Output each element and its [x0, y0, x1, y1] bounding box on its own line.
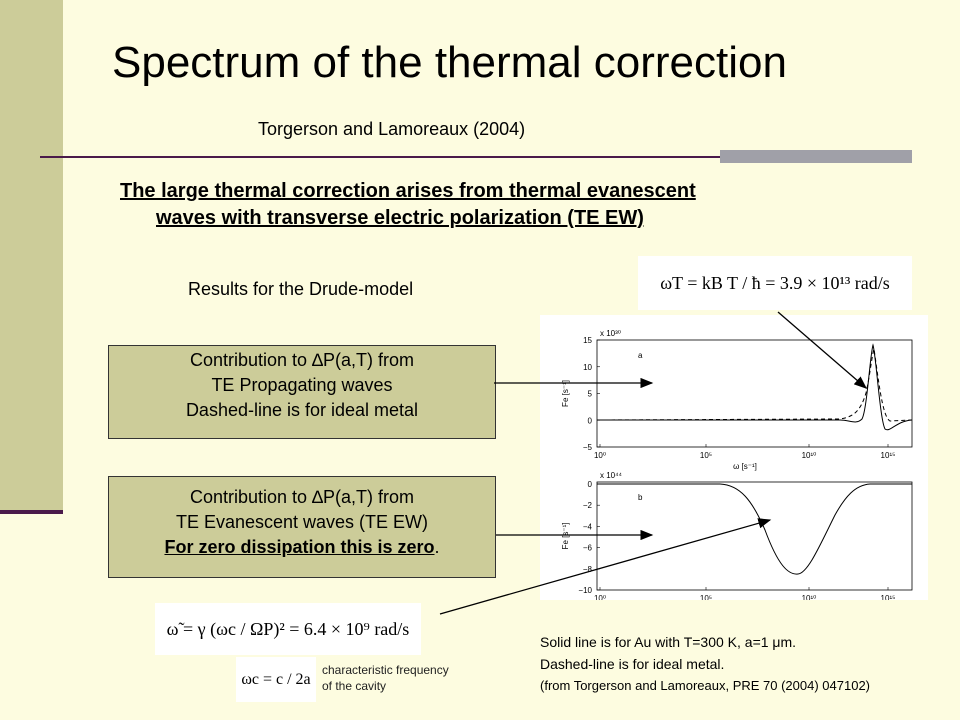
box-line: TE Evanescent waves (TE EW) [175, 512, 429, 532]
x-tick-label: 10¹⁰ [802, 451, 817, 460]
box-end: . [434, 537, 440, 557]
formula-box: ω̃ = γ (ωc / ΩP)² = 6.4 × 10⁹ rad/s [155, 603, 421, 655]
cavity-note: characteristic frequency of the cavity [322, 662, 449, 694]
note-line: of the cavity [322, 679, 387, 693]
panel-label: a [638, 351, 643, 360]
formula-box: ωc = c / 2a [236, 657, 316, 702]
caption-line: (from Torgerson and Lamoreaux, PRE 70 (2… [540, 678, 871, 693]
subtitle: Torgerson and Lamoreaux (2004) [258, 119, 526, 139]
title-rule-bar [720, 150, 912, 163]
curve-ideal [596, 348, 913, 422]
box-line: Contribution to ∆P(a,T) from [189, 350, 415, 370]
scale-label: x 10³⁰ [600, 329, 621, 338]
formula: ωT = kB T / ħ = 3.9 × 10¹³ rad/s [660, 272, 890, 293]
caption: Solid line is for Au with T=300 K, a=1 μ… [540, 631, 870, 697]
box-line: Dashed-line is for ideal metal [185, 400, 419, 420]
y-tick-label: 0 [588, 416, 593, 425]
x-tick-label: 10⁰ [594, 451, 606, 460]
side-stripe [0, 0, 63, 512]
y-tick-label: −2 [583, 501, 593, 510]
title-rule [40, 156, 720, 158]
formula: ω̃ = γ (ωc / ΩP)² = 6.4 × 10⁹ rad/s [166, 618, 410, 639]
note-line: characteristic frequency [322, 663, 449, 677]
y-axis-label: Fe [s⁻¹] [561, 523, 570, 550]
x-tick-label: 10⁵ [700, 594, 712, 600]
title: Spectrum of the thermal correction [112, 38, 787, 87]
y-tick-label: −6 [583, 544, 593, 553]
text-box: Contribution to ∆P(a,T) from TE Evanesce… [108, 476, 496, 578]
caption-line: Solid line is for Au with T=300 K, a=1 μ… [540, 634, 797, 650]
y-axis-label: Fe [s⁻¹] [561, 380, 570, 407]
x-tick-label: 10⁵ [700, 451, 712, 460]
y-tick-label: 0 [588, 480, 593, 489]
curve-au [597, 343, 913, 431]
y-tick-label: 5 [588, 390, 593, 399]
y-tick-label: −8 [583, 565, 593, 574]
y-tick-label: 15 [583, 336, 592, 345]
caption-line: Dashed-line is for ideal metal. [540, 656, 725, 672]
x-tick-label: 10⁰ [594, 594, 606, 600]
curve-au [597, 483, 912, 575]
scale-label: x 10⁴⁴ [600, 471, 623, 480]
axes-frame [596, 481, 913, 591]
x-tick-label: 10¹⁰ [802, 594, 817, 600]
x-tick-label: 10¹⁵ [881, 594, 896, 600]
y-tick-label: −10 [578, 586, 592, 595]
y-tick-label: 10 [583, 363, 592, 372]
text-box: Contribution to ∆P(a,T) from TE Propagat… [108, 345, 496, 439]
formula: ωc = c / 2a [241, 670, 311, 688]
panel-label: b [638, 493, 643, 502]
results-label: Results for the Drude-model [188, 279, 414, 299]
stripe-rule [0, 510, 63, 514]
formula-box: ωT = kB T / ħ = 3.9 × 10¹³ rad/s [638, 256, 912, 310]
x-tick-label: 10¹⁵ [881, 451, 896, 460]
y-tick-label: −4 [583, 522, 593, 531]
axes-frame [596, 339, 913, 448]
x-axis-label: ω [s⁻¹] [733, 462, 757, 471]
box-line: For zero dissipation this is zero. [109, 535, 495, 560]
box-line: Contribution to ∆P(a,T) from [189, 487, 415, 507]
box-emphasis: For zero dissipation this is zero [164, 537, 435, 557]
box-line: TE Propagating waves [211, 375, 393, 395]
emphasis-line: waves with transverse electric polarizat… [156, 207, 644, 229]
y-tick-label: −5 [583, 443, 593, 452]
emphasis-line: The large thermal correction arises from… [120, 180, 696, 202]
